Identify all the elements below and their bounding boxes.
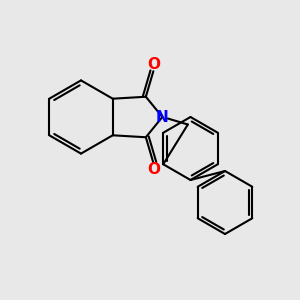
Text: N: N — [156, 110, 169, 124]
Text: O: O — [147, 162, 160, 177]
Text: O: O — [147, 57, 160, 72]
